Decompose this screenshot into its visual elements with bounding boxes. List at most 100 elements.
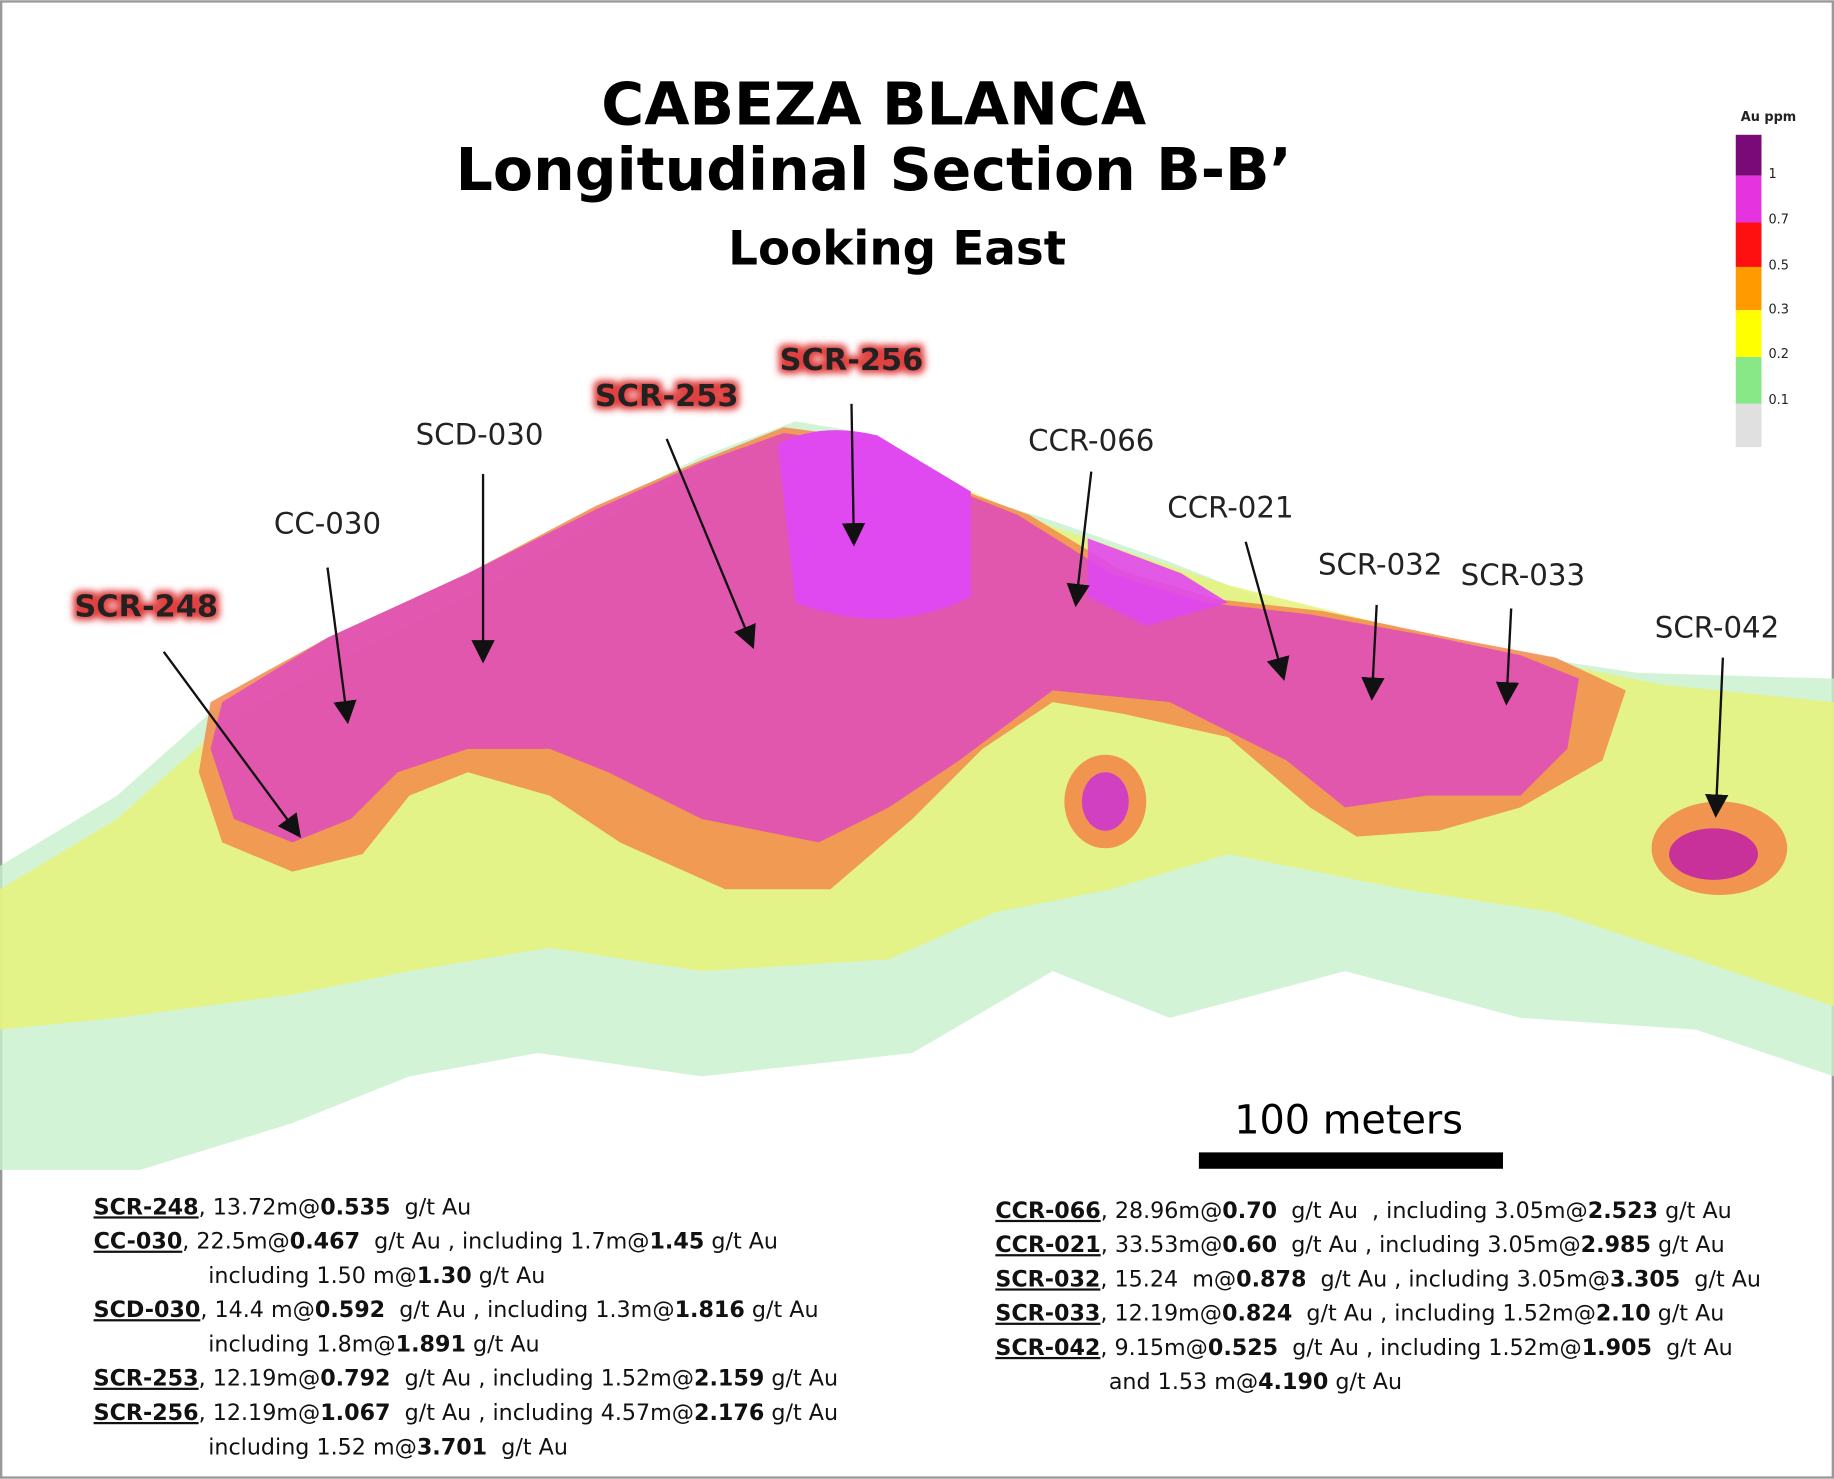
grade: 0.525 (1208, 1335, 1278, 1361)
hole-name: SCR-256 (94, 1400, 199, 1426)
hole-name: SCR-033 (995, 1301, 1100, 1327)
hole-name: SCR-032 (995, 1266, 1100, 1292)
note-line: CCR-066, 28.96m@0.70 g/t Au , including … (995, 1198, 1731, 1224)
hole-label: SCD-030 (416, 418, 544, 452)
grade: 2.523 (1588, 1198, 1658, 1224)
note-line: including 1.50 m@1.30 g/t Au (208, 1263, 545, 1289)
note-text: g/t Au (1651, 1301, 1725, 1327)
grade: 1.067 (320, 1400, 390, 1426)
note-line: SCR-253, 12.19m@0.792 g/t Au , including… (94, 1366, 838, 1392)
note-text: g/t Au , including 1.7m@ (360, 1229, 649, 1255)
grade: 2.159 (694, 1366, 764, 1392)
grade: 3.305 (1610, 1266, 1680, 1292)
grade: 0.792 (320, 1366, 390, 1392)
note-text: g/t Au (1651, 1232, 1725, 1258)
title: CABEZA BLANCA (601, 70, 1146, 138)
hole-label: CCR-021 (1167, 490, 1293, 524)
note-text: , 15.24 m@ (1100, 1266, 1236, 1292)
note-text: including 1.50 m@ (208, 1263, 417, 1289)
section (0, 421, 1834, 1170)
hole-name: SCD-030 (94, 1297, 201, 1323)
note-text: g/t Au , including 1.3m@ (385, 1297, 674, 1323)
hole-label: SCR-033 (1461, 558, 1585, 592)
grade: 1.45 (649, 1229, 704, 1255)
scale-label: 100 meters (1234, 1098, 1463, 1144)
note-text: , 12.19m@ (1100, 1301, 1222, 1327)
legend-title: Au ppm (1741, 110, 1796, 125)
grade: 4.190 (1258, 1369, 1328, 1395)
note-text: g/t Au , including 1.52m@ (1292, 1301, 1596, 1327)
hole-name: CCR-066 (995, 1198, 1100, 1224)
note-text: g/t Au (745, 1297, 819, 1323)
hole-label: SCR-256 (780, 343, 924, 378)
hole-name: SCR-042 (995, 1335, 1100, 1361)
note-text: , 9.15m@ (1100, 1335, 1207, 1361)
hole-label: SCR-032 (1318, 548, 1442, 582)
grade: 3.701 (417, 1434, 487, 1460)
hole-name: CC-030 (94, 1229, 183, 1255)
note-line: SCR-033, 12.19m@0.824 g/t Au , including… (995, 1301, 1724, 1327)
grade: 0.70 (1222, 1198, 1277, 1224)
legend-label: 0.1 (1769, 393, 1789, 408)
note-text: g/t Au , including 3.05m@ (1277, 1198, 1588, 1224)
note-text: , 33.53m@ (1101, 1232, 1223, 1258)
grade: 0.535 (320, 1194, 390, 1220)
note-text: g/t Au (1652, 1335, 1733, 1361)
hole-name: CCR-021 (995, 1232, 1100, 1258)
note-text: , 14.4 m@ (200, 1297, 315, 1323)
hole-label: SCR-248 (74, 590, 218, 625)
note-text: g/t Au (764, 1366, 838, 1392)
hole-name: SCR-248 (94, 1194, 199, 1220)
note-text: g/t Au (1680, 1266, 1761, 1292)
note-text: g/t Au , including 1.52m@ (1278, 1335, 1582, 1361)
legend-label: 0.2 (1769, 347, 1789, 362)
note-line: including 1.52 m@3.701 g/t Au (208, 1434, 568, 1460)
note-text: g/t Au (472, 1263, 546, 1289)
note-text: g/t Au (704, 1229, 778, 1255)
note-text: , 22.5m@ (182, 1229, 289, 1255)
legend-label: 0.5 (1769, 258, 1789, 273)
grade: 1.30 (417, 1263, 472, 1289)
note-line: SCR-248, 13.72m@0.535 g/t Au (94, 1194, 472, 1220)
grade: 1.891 (396, 1331, 466, 1357)
drill-holes: SCR-248 CC-030 SCD-030 SCR-253 SCR-256 C… (74, 343, 1779, 839)
note-text: g/t Au (390, 1194, 471, 1220)
note-line: including 1.8m@1.891 g/t Au (208, 1331, 539, 1357)
note-text: including 1.52 m@ (208, 1434, 417, 1460)
subtitle: Longitudinal Section B-B’ (456, 136, 1292, 204)
legend-label: 0.7 (1769, 213, 1789, 228)
note-text: including 1.8m@ (208, 1331, 395, 1357)
grade: 1.816 (675, 1297, 745, 1323)
legend: Au ppm 1 0.7 0.5 0.3 0.2 0.1 (1735, 110, 1796, 448)
note-text: g/t Au (1658, 1198, 1732, 1224)
note-text: , 28.96m@ (1101, 1198, 1223, 1224)
hole-label: CC-030 (274, 507, 381, 541)
note-text: g/t Au , including 1.52m@ (390, 1366, 694, 1392)
hole-label: SCR-253 (595, 379, 739, 414)
grade: 0.592 (315, 1297, 385, 1323)
note-text: g/t Au , including 4.57m@ (390, 1400, 694, 1426)
note-text: g/t Au (466, 1331, 540, 1357)
grade: 0.824 (1222, 1301, 1292, 1327)
grade: 2.10 (1596, 1301, 1651, 1327)
note-line: SCR-032, 15.24 m@0.878 g/t Au , includin… (995, 1266, 1761, 1292)
note-line: SCR-256, 12.19m@1.067 g/t Au , including… (94, 1400, 838, 1426)
note-line: CCR-021, 33.53m@0.60 g/t Au , including … (995, 1232, 1724, 1258)
hole-label: CCR-066 (1028, 424, 1154, 458)
grade: 2.176 (694, 1400, 764, 1426)
note-text: g/t Au (764, 1400, 838, 1426)
note-line: CC-030, 22.5m@0.467 g/t Au , including 1… (94, 1229, 778, 1255)
note-text: , 13.72m@ (199, 1194, 321, 1220)
grade: 0.60 (1222, 1232, 1277, 1258)
hole-name: SCR-253 (94, 1366, 199, 1392)
legend-label: 0.3 (1769, 303, 1789, 318)
view: Looking East (728, 223, 1066, 277)
note-text: , 12.19m@ (199, 1400, 321, 1426)
note-line: and 1.53 m@4.190 g/t Au (1109, 1369, 1402, 1395)
scale-bar (1198, 1152, 1503, 1169)
note-text: , 12.19m@ (199, 1366, 321, 1392)
hole-label: SCR-042 (1655, 611, 1779, 645)
grade: 1.905 (1582, 1335, 1652, 1361)
